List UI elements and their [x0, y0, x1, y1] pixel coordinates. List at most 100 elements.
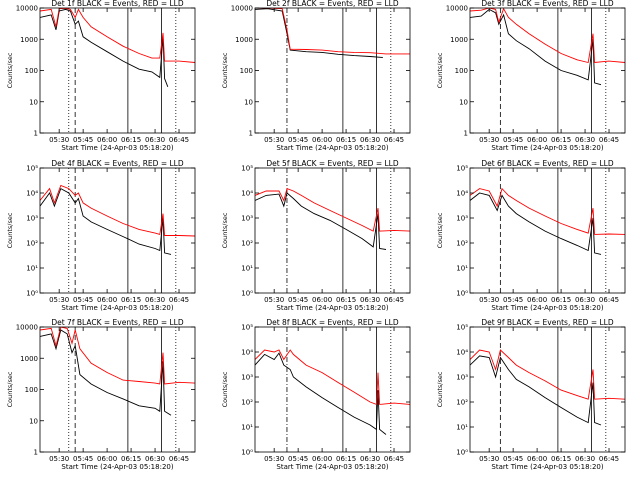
y-tick-label: 10⁴: [26, 190, 38, 198]
series-line-events: [255, 352, 387, 435]
series-line-events: [470, 355, 602, 426]
x-tick-label: 06:15: [121, 136, 141, 144]
series-line-events: [255, 192, 387, 250]
y-tick-label: 10000: [16, 324, 38, 332]
x-tick-label: 05:45: [73, 136, 93, 144]
y-tick-label: 10³: [241, 215, 253, 223]
y-tick-label: 10⁵: [241, 165, 253, 173]
y-tick-label: 10²: [241, 399, 253, 407]
chart-title: Det 1f BLACK = Events, RED = LLD: [51, 0, 184, 8]
series-line-lld: [255, 349, 410, 406]
x-tick-label: 06:00: [97, 296, 117, 304]
y-tick-label: 10³: [456, 374, 468, 382]
x-tick-label: 05:45: [73, 455, 93, 463]
y-axis-label: Counts/sec: [436, 371, 444, 407]
x-tick-label: 06:30: [575, 136, 595, 144]
x-tick-label: 05:45: [288, 136, 308, 144]
y-tick-label: 10000: [16, 5, 38, 13]
x-tick-label: 06:15: [551, 136, 571, 144]
x-tick-label: 06:15: [336, 136, 356, 144]
plot-frame: [39, 326, 196, 453]
chart-panel: 1 10 100 1000 10000 05:30 05:45 06:00 06:15 06:30…: [221, 0, 411, 152]
y-tick-label: 10⁵: [26, 165, 38, 173]
x-tick-label: 06:00: [312, 136, 332, 144]
x-tick-label: 06:30: [145, 296, 165, 304]
y-tick-label: 10⁴: [241, 190, 253, 198]
plot-frame: [254, 167, 411, 294]
y-tick-label: 10²: [26, 240, 38, 248]
y-axis-label: Counts/sec: [436, 52, 444, 88]
y-tick-label: 10²: [456, 240, 468, 248]
series-line-lld: [40, 327, 195, 385]
y-tick-label: 100: [455, 67, 468, 75]
x-tick-label: 05:45: [503, 296, 523, 304]
plot-frame: [254, 326, 411, 453]
y-tick-label: 1000: [450, 36, 468, 44]
x-tick-label: 06:30: [145, 455, 165, 463]
plot-frame: [254, 7, 411, 134]
chart-title: Det 9f BLACK = Events, RED = LLD: [481, 318, 614, 327]
x-tick-label: 06:15: [121, 455, 141, 463]
series-line-lld: [40, 184, 195, 237]
y-axis-label: Counts/sec: [6, 52, 14, 88]
series-line-events: [40, 187, 172, 255]
y-tick-label: 1: [249, 130, 253, 138]
x-tick-label: 06:00: [97, 136, 117, 144]
y-axis-label: Counts/sec: [221, 52, 229, 88]
y-tick-label: 10⁴: [456, 190, 468, 198]
x-tick-label: 05:30: [479, 136, 499, 144]
x-tick-label: 06:15: [121, 296, 141, 304]
chart-title: Det 7f BLACK = Events, RED = LLD: [51, 318, 184, 327]
x-tick-label: 05:30: [49, 136, 69, 144]
y-axis-label: Counts/sec: [221, 212, 229, 248]
chart-title: Det 2f BLACK = Events, RED = LLD: [266, 0, 399, 8]
chart-title: Det 6f BLACK = Events, RED = LLD: [481, 159, 614, 168]
x-axis-label: Start Time (24-Apr-03 05:18:20): [61, 304, 173, 312]
y-tick-label: 10: [244, 98, 253, 106]
series-line-events: [470, 8, 602, 86]
x-tick-label: 06:00: [97, 455, 117, 463]
series-line-lld: [255, 188, 410, 232]
series-line-lld: [255, 8, 410, 55]
y-tick-label: 10⁵: [456, 165, 468, 173]
y-axis-label: Counts/sec: [6, 371, 14, 407]
x-tick-label: 06:00: [527, 136, 547, 144]
plot-frame: [469, 167, 626, 294]
plot-frame: [469, 326, 626, 453]
x-tick-label: 06:45: [384, 296, 404, 304]
y-tick-label: 100: [25, 386, 38, 394]
plot-frame: [39, 7, 196, 134]
x-tick-label: 06:45: [169, 296, 189, 304]
x-tick-label: 05:45: [503, 455, 523, 463]
y-axis-label: Counts/sec: [6, 212, 14, 248]
x-tick-label: 05:30: [49, 455, 69, 463]
x-tick-label: 05:30: [49, 296, 69, 304]
x-tick-label: 05:30: [479, 296, 499, 304]
y-tick-label: 10¹: [456, 265, 468, 273]
y-tick-label: 10¹: [26, 265, 38, 273]
y-tick-label: 10⁰: [26, 290, 38, 298]
plot-frame: [469, 7, 626, 134]
x-tick-label: 06:00: [312, 455, 332, 463]
y-tick-label: 10⁰: [456, 449, 468, 457]
y-tick-label: 10⁵: [241, 324, 253, 332]
y-tick-label: 10: [29, 417, 38, 425]
y-tick-label: 100: [240, 67, 253, 75]
series-line-lld: [470, 8, 625, 64]
x-tick-label: 06:30: [145, 136, 165, 144]
series-line-events: [470, 192, 602, 255]
chart-panel: 10⁰ 10¹ 10² 10³ 10⁴ 10⁵ 05:30 05:45 06:00 06:15 06…: [221, 318, 411, 471]
y-tick-label: 1000: [20, 355, 38, 363]
x-tick-label: 05:45: [73, 296, 93, 304]
x-tick-label: 06:15: [336, 296, 356, 304]
y-tick-label: 10¹: [456, 424, 468, 432]
y-axis-label: Counts/sec: [436, 212, 444, 248]
x-tick-label: 06:30: [575, 455, 595, 463]
chart-title: Det 8f BLACK = Events, RED = LLD: [266, 318, 399, 327]
x-tick-label: 06:45: [599, 136, 619, 144]
y-tick-label: 10¹: [241, 265, 253, 273]
x-tick-label: 06:30: [360, 136, 380, 144]
series-line-lld: [40, 8, 195, 63]
y-tick-label: 10⁰: [241, 290, 253, 298]
